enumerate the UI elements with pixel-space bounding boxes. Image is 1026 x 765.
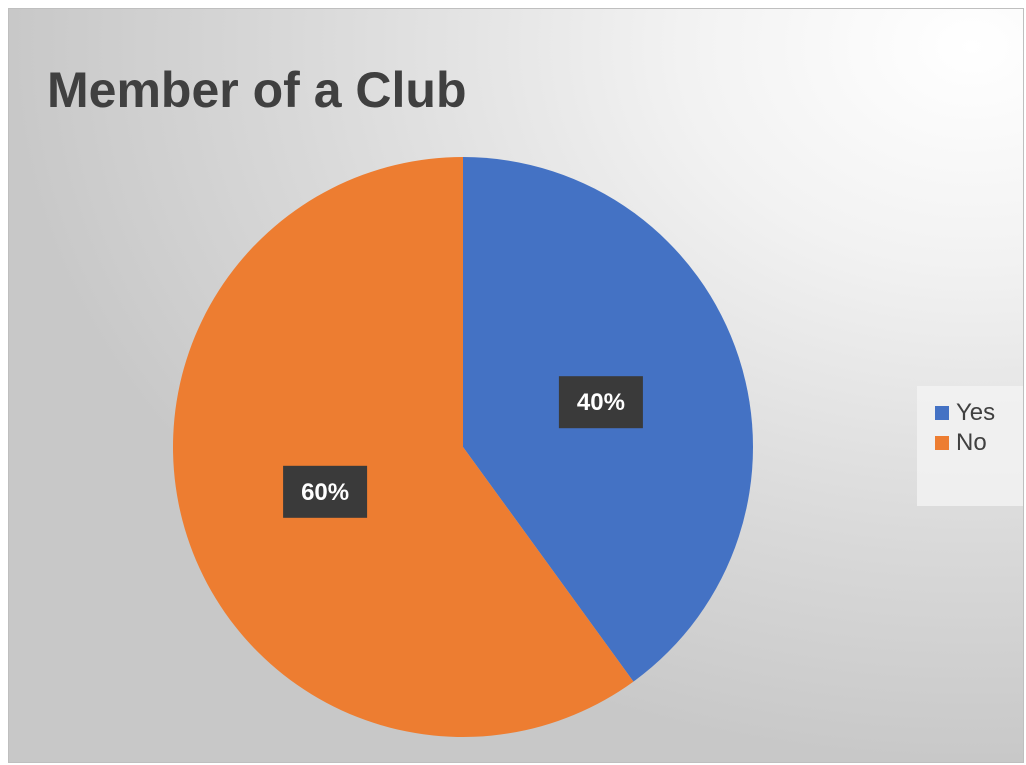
data-label-box bbox=[283, 465, 368, 518]
legend-label-yes: Yes bbox=[956, 399, 996, 426]
pie-slice-no bbox=[173, 157, 634, 737]
data-label-no: 60% bbox=[283, 465, 368, 518]
data-label-yes: 40% bbox=[558, 376, 643, 429]
legend-swatch-yes bbox=[935, 406, 949, 420]
data-label-text: 60% bbox=[301, 479, 349, 506]
chart-title: Member of a Club bbox=[47, 62, 467, 118]
legend: Yes No bbox=[917, 386, 1023, 506]
data-label-box bbox=[558, 376, 643, 429]
pie-chart: 40% 60% bbox=[173, 157, 754, 737]
data-label-text: 40% bbox=[577, 389, 625, 416]
legend-swatch-no bbox=[935, 436, 949, 450]
legend-item-yes: Yes bbox=[935, 398, 1023, 428]
chart-area: Member of a Club 40% 60% Yes No bbox=[8, 8, 1024, 763]
legend-item-no: No bbox=[935, 428, 1023, 458]
legend-label-no: No bbox=[956, 429, 987, 456]
